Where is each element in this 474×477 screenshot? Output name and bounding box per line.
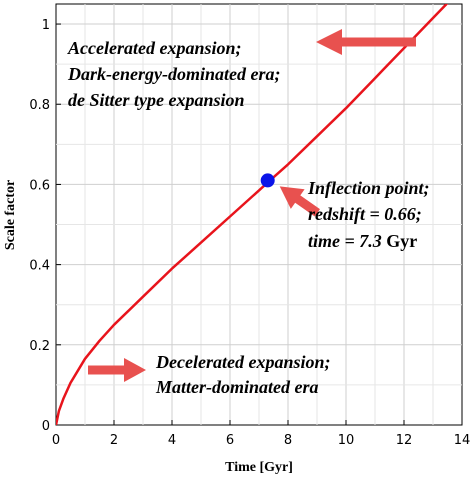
annotation-inflection-time: time = 7.3 (308, 231, 382, 251)
y-tick-label: 0.6 (29, 178, 50, 193)
annotation-inflection-line1: Inflection point; (307, 178, 430, 198)
y-tick-label: 0.8 (29, 98, 50, 113)
annotation-inflection-unit: Gyr (382, 231, 418, 251)
arrow-decelerated (88, 358, 146, 382)
x-tick-label: 8 (284, 433, 292, 448)
axis-ticks: 0 2 4 6 8 10 12 14 0 0.2 0.4 0.6 0.8 1 (29, 18, 470, 448)
arrow-inflection (279, 186, 320, 217)
y-tick-label: 0 (42, 419, 50, 434)
annotation-decelerated-line2: Matter-dominated era (155, 377, 319, 397)
x-tick-label: 0 (52, 433, 60, 448)
x-tick-label: 12 (396, 433, 413, 448)
annotation-accelerated-line3: de Sitter type expansion (68, 90, 245, 110)
x-tick-label: 10 (338, 433, 355, 448)
y-tick-label: 0.2 (29, 339, 50, 354)
annotation-accelerated-line1: Accelerated expansion; (67, 38, 241, 58)
x-tick-label: 2 (110, 433, 118, 448)
inflection-point-marker (260, 173, 275, 188)
x-tick-label: 14 (454, 433, 471, 448)
series-line (56, 4, 449, 425)
annotation-inflection-line2: redshift = 0.66; (308, 204, 422, 224)
annotation-accelerated-line2: Dark-energy-dominated era; (67, 64, 280, 84)
arrow-accelerated (316, 29, 416, 55)
x-tick-label: 6 (226, 433, 234, 448)
x-tick-label: 4 (168, 433, 176, 448)
y-tick-label: 1 (42, 18, 50, 33)
series-group (56, 4, 449, 425)
arrows (88, 29, 416, 382)
y-axis-title: Scale factor (3, 180, 18, 250)
annotation-inflection-line3: time = 7.3 Gyr (308, 231, 417, 251)
annotation-decelerated-line1: Decelerated expansion; (155, 352, 330, 372)
x-axis-title: Time [Gyr] (225, 460, 293, 475)
y-tick-label: 0.4 (29, 259, 50, 274)
grid (56, 4, 462, 425)
